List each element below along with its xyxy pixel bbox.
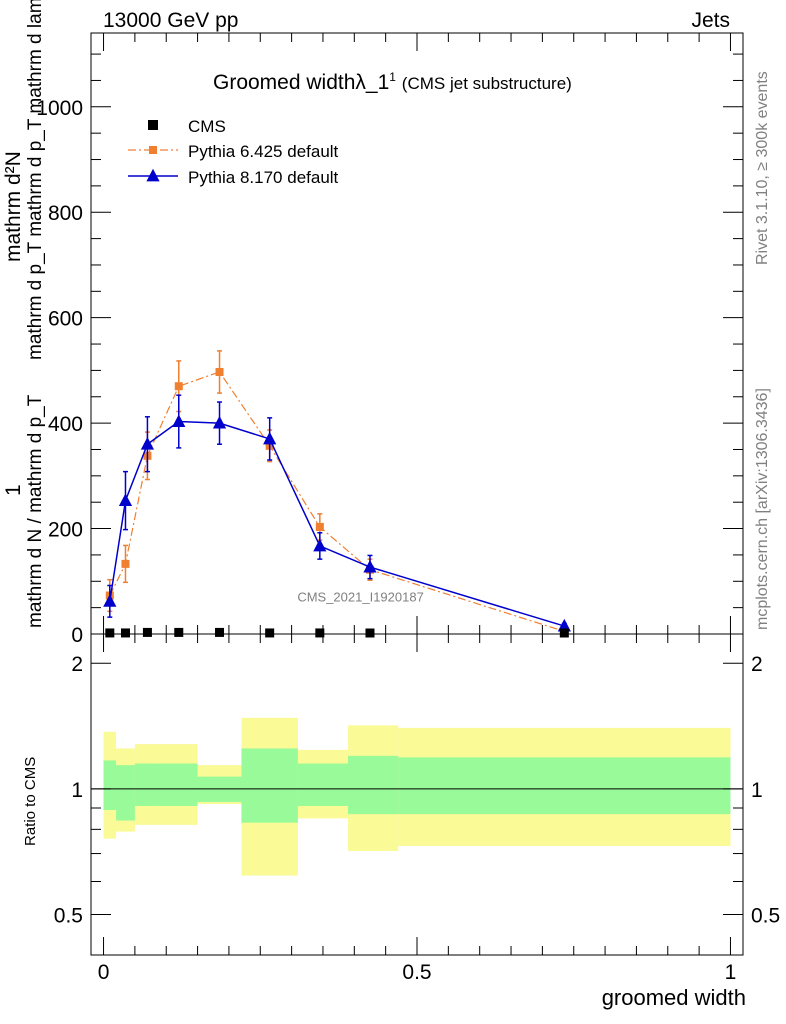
- mcplots-label: mcplots.cern.ch [arXiv:1306.3436]: [754, 388, 771, 630]
- ratio-band-inner-8: [398, 757, 731, 815]
- ratio-ytick-label-left: 2: [71, 653, 83, 676]
- pythia8-marker: [172, 414, 186, 427]
- header-right: Jets: [691, 9, 730, 32]
- pythia8-marker: [363, 559, 377, 573]
- pythia6-marker: [121, 559, 130, 568]
- main-ytick-label: 200: [48, 519, 83, 542]
- legend-pythia6-marker: [149, 146, 157, 154]
- ratio-band-inner-6: [297, 763, 349, 806]
- legend-pythia6-label: Pythia 6.425 default: [188, 142, 339, 161]
- header-left: 13000 GeV pp: [103, 9, 239, 32]
- ratio-ytick-label-left: 0.5: [54, 905, 83, 928]
- pythia6-marker: [174, 382, 183, 391]
- ratio-band-inner-5: [241, 748, 298, 823]
- cms-marker: [365, 628, 375, 638]
- cms-marker: [105, 628, 115, 638]
- ratio-xtick-label: 1: [725, 961, 737, 984]
- ratio-ytick-label-right: 2: [751, 653, 763, 676]
- ratio-ytick-label-left: 1: [71, 779, 83, 802]
- legend-pythia8-label: Pythia 8.170 default: [188, 168, 339, 187]
- ratio-xtick-label: 0.5: [402, 961, 431, 984]
- chart-title: Groomed widthλ_11 (CMS jet substructure): [213, 70, 572, 95]
- main-ytick-label: 600: [48, 308, 83, 331]
- cms-marker: [215, 627, 225, 637]
- chart-title-text: Groomed widthλ_1: [213, 71, 390, 94]
- ratio-xtick-label: 0: [98, 961, 110, 984]
- ratio-band-inner-7: [348, 755, 399, 815]
- legend-cms-label: CMS: [188, 117, 226, 136]
- rivet-label: Rivet 3.1.10, ≥ 300k events: [754, 71, 771, 265]
- legend-cms-marker: [148, 120, 158, 130]
- pythia8-marker: [263, 431, 277, 445]
- cms-marker: [559, 628, 569, 638]
- ylabel-one: 1: [2, 484, 25, 496]
- ratio-ytick-label-right: 0.5: [751, 905, 780, 928]
- ylabel-top-numerator: mathrm d²N: [2, 151, 25, 262]
- pythia8-marker: [118, 493, 133, 507]
- ratio-band-inner-2: [134, 763, 160, 806]
- pythia6-marker: [315, 522, 324, 531]
- chart-title-superscript: 1: [389, 70, 396, 84]
- chart-subtitle: (CMS jet substructure): [401, 74, 572, 93]
- ratio-ytick-label-right: 1: [751, 779, 763, 802]
- pythia6-marker: [215, 367, 224, 376]
- pythia8-marker: [103, 594, 117, 607]
- cms-marker: [265, 628, 275, 638]
- cms-marker: [142, 627, 152, 637]
- main-ytick-label: 1000: [36, 97, 83, 120]
- legend-pythia8-marker: [146, 168, 160, 182]
- ylabel-bottom: mathrm d N / mathrm d p_T: [25, 394, 46, 628]
- main-ytick-label: 800: [48, 202, 83, 225]
- ratio-band-inner-0: [103, 760, 117, 811]
- pythia8-marker: [140, 437, 155, 450]
- pythia8-marker: [212, 415, 227, 429]
- ratio-ylabel: Ratio to CMS: [22, 756, 39, 846]
- pythia8-marker: [313, 538, 327, 552]
- ratio-band-inner-1: [116, 765, 135, 821]
- ratio-band-inner-3: [159, 763, 198, 806]
- cms-marker: [315, 628, 325, 638]
- x-axis-label: groomed width: [601, 985, 746, 1010]
- pythia8-marker: [557, 618, 571, 632]
- main-ytick-label: 400: [48, 413, 83, 436]
- cms-marker: [174, 627, 184, 637]
- watermark-text: CMS_2021_I1920187: [297, 589, 424, 604]
- main-ytick-label: 0: [71, 624, 83, 647]
- cms-marker: [120, 628, 130, 638]
- ylabel-top-denominator: mathrm d p_T mathrm d p_T mathrm d lambd…: [25, 0, 46, 360]
